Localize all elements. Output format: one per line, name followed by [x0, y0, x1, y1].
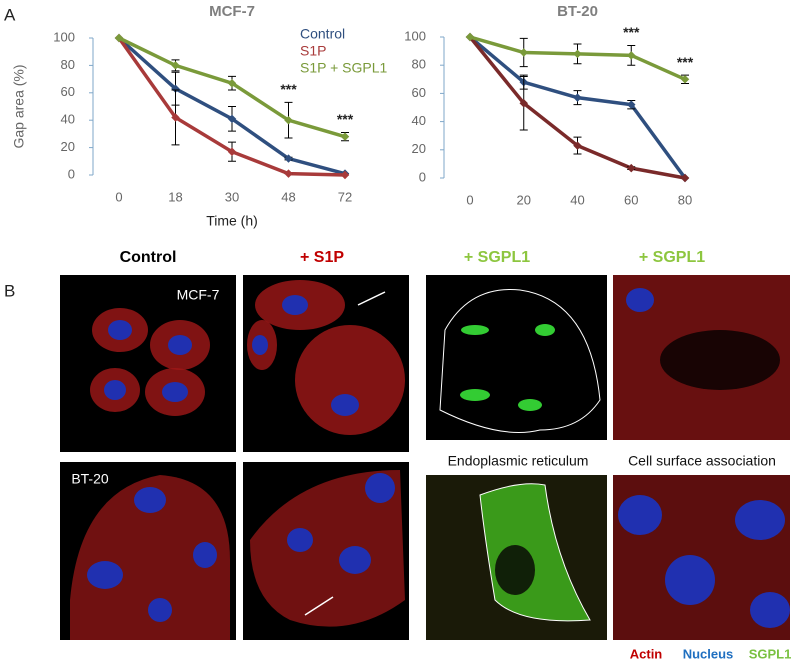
x-tick-label: 0: [466, 192, 473, 207]
micrograph: [426, 275, 607, 440]
y-tick-label: 100: [53, 29, 75, 44]
annotation: ***: [623, 24, 640, 40]
legend-entry: S1P + SGPL1: [300, 60, 388, 76]
annotation: ***: [677, 54, 694, 70]
micrograph: [613, 275, 790, 440]
point: [519, 48, 528, 57]
chart-title: BT-20: [557, 3, 598, 20]
column-header: + SGPL1: [639, 249, 705, 266]
x-tick-label: 48: [281, 189, 295, 204]
micrograph: [60, 462, 236, 640]
stain-legend: Actin: [630, 646, 663, 661]
y-tick-label: 60: [412, 85, 426, 100]
point: [227, 114, 237, 124]
x-tick-label: 0: [115, 189, 122, 204]
micrograph: [426, 475, 607, 640]
x-tick-label: 18: [168, 189, 182, 204]
x-tick-label: 80: [678, 192, 692, 207]
x-tick-label: 20: [517, 192, 531, 207]
y-tick-label: 0: [419, 169, 426, 184]
column-header: + S1P: [300, 249, 344, 266]
legend-entry: Control: [300, 26, 345, 42]
micrograph: [60, 275, 236, 452]
point: [171, 61, 180, 70]
y-tick-label: 80: [412, 57, 426, 72]
column-header: + SGPL1: [464, 249, 530, 266]
point: [284, 115, 293, 125]
point: [340, 132, 350, 141]
point: [340, 170, 350, 180]
image-label: BT-20: [71, 471, 109, 487]
x-tick-label: 30: [225, 189, 239, 204]
annotation: ***: [337, 111, 354, 127]
point: [227, 147, 237, 156]
point: [573, 93, 582, 102]
micrograph: [613, 475, 790, 640]
point: [284, 169, 293, 178]
x-tick-label: 72: [338, 189, 352, 204]
stain-legend: SGPL1: [749, 646, 792, 661]
point: [573, 49, 582, 59]
legend-entry: S1P: [300, 43, 326, 59]
y-tick-label: 60: [61, 84, 75, 99]
micrograph: [243, 275, 409, 452]
image-caption: Endoplasmic reticulum: [448, 453, 589, 469]
y-tick-label: 80: [61, 57, 75, 72]
y-tick-label: 40: [412, 113, 426, 128]
image-label: MCF-7: [177, 287, 220, 303]
chart-title: MCF-7: [209, 3, 255, 20]
point: [465, 32, 475, 42]
micrograph: [243, 462, 409, 640]
y-axis-label: Gap area (%): [11, 64, 27, 148]
point: [171, 84, 180, 93]
y-tick-label: 40: [61, 112, 75, 127]
panel-label: B: [4, 281, 15, 300]
point: [284, 154, 293, 163]
column-header: Control: [120, 249, 177, 266]
x-tick-label: 60: [624, 192, 638, 207]
x-axis-label: Time (h): [206, 213, 258, 229]
panel-label: A: [4, 5, 16, 24]
annotation: ***: [280, 81, 297, 97]
y-tick-label: 20: [412, 141, 426, 156]
point: [114, 33, 124, 43]
point: [171, 113, 180, 122]
y-tick-label: 20: [61, 139, 75, 154]
point: [227, 78, 237, 88]
stain-legend: Nucleus: [683, 646, 734, 661]
y-tick-label: 0: [68, 166, 75, 181]
x-tick-label: 40: [570, 192, 584, 207]
y-tick-label: 100: [404, 28, 426, 43]
image-caption: Cell surface association: [628, 453, 776, 469]
